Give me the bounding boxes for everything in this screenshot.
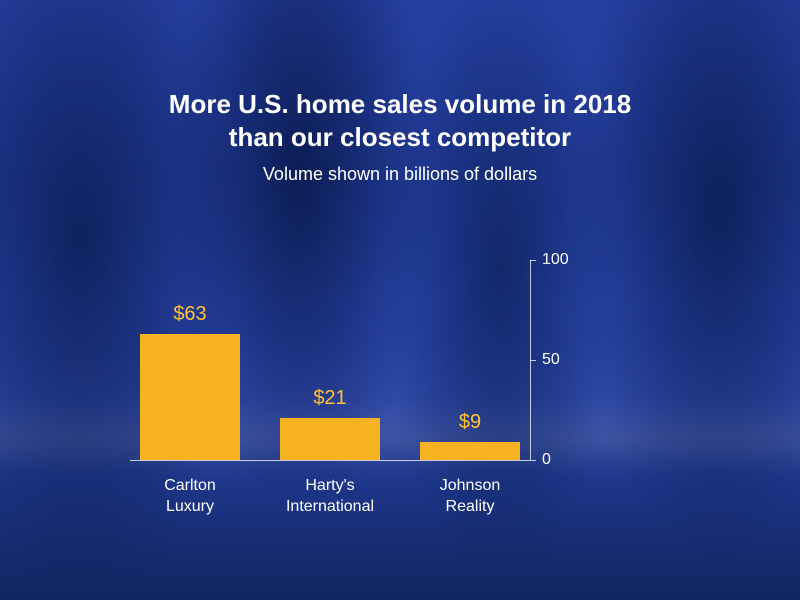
bar-category-label: Harty'sInternational: [280, 476, 380, 518]
slide-subtitle: Volume shown in billions of dollars: [0, 164, 800, 185]
bar-chart-y-axis: 050100: [530, 248, 590, 460]
bar-category-label: JohnsonReality: [420, 476, 520, 518]
content-layer: More U.S. home sales volume in 2018 than…: [0, 0, 800, 600]
bar-value-label: $63: [173, 303, 206, 326]
y-axis-tick: [530, 260, 536, 261]
slide-title: More U.S. home sales volume in 2018 than…: [0, 88, 800, 153]
bar-rect: [420, 442, 520, 460]
slide-stage: More U.S. home sales volume in 2018 than…: [0, 0, 800, 600]
bar-category-label: CarltonLuxury: [140, 476, 240, 518]
bar-column: $21: [280, 260, 380, 460]
bar-value-label: $21: [313, 387, 346, 410]
y-axis-tick-label: 50: [542, 351, 560, 369]
bar-chart-bars: $63 $21 $9: [130, 260, 530, 460]
y-axis-tick-label: 0: [542, 451, 551, 469]
y-axis-tick: [530, 360, 536, 361]
y-axis-tick-label: 100: [542, 251, 569, 269]
y-axis-tick: [530, 460, 536, 461]
bar-chart-baseline: [130, 460, 530, 461]
bar-chart-x-labels: CarltonLuxury Harty'sInternational Johnson…: [130, 476, 530, 518]
bar-column: $9: [420, 260, 520, 460]
slide-title-line1: More U.S. home sales volume in 2018: [0, 88, 800, 121]
bar-value-label: $9: [459, 411, 481, 434]
slide-title-line2: than our closest competitor: [0, 121, 800, 154]
bar-rect: [280, 418, 380, 460]
bar-column: $63: [140, 260, 240, 460]
bar-rect: [140, 334, 240, 460]
